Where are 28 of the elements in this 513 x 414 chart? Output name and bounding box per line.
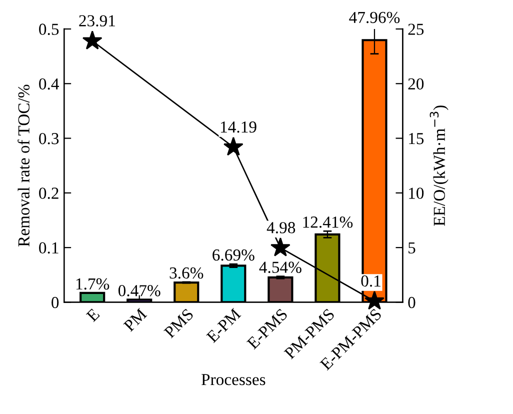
y-tick-label: 0.3 [39, 132, 59, 144]
x-tick-label: E [86, 308, 100, 322]
y2-tick-label: 20 [408, 78, 424, 90]
y-tick-label: 0.5 [39, 24, 59, 35]
data-label: 14.19 [220, 121, 256, 133]
data-label: 23.91 [79, 15, 115, 26]
y2-tick-label: 0 [408, 296, 416, 308]
y-tick-label: 0.4 [39, 78, 60, 90]
data-label: 6.69% [212, 249, 254, 261]
data-label: 1.7% [76, 278, 110, 290]
data-label: 47.96% [349, 12, 400, 24]
y2-tick-label: 25 [408, 24, 424, 35]
data-label: 0.1 [361, 275, 380, 287]
data-label: 3.6% [170, 267, 204, 279]
y-axis-title: Removal rate of TOC/% [18, 84, 30, 247]
y2-axis-title: EE/O/(kWh·m$^{−3}$) [430, 106, 448, 226]
y2-tick-label: 5 [408, 242, 416, 254]
data-label: 12.41% [303, 216, 353, 228]
y-tick-label: 0.1 [39, 242, 58, 254]
data-label: 4.98 [266, 222, 296, 234]
data-label: 0.47% [118, 285, 160, 296]
y-tick-label: 0.2 [39, 188, 58, 199]
x-axis-title: Processes [201, 374, 266, 386]
data-label: 4.54% [259, 262, 302, 274]
y-tick-label: 0 [52, 296, 59, 308]
y2-tick-label: 10 [409, 188, 424, 199]
x-tick-label: PM [123, 308, 148, 332]
y2-tick-label: 15 [409, 133, 424, 144]
